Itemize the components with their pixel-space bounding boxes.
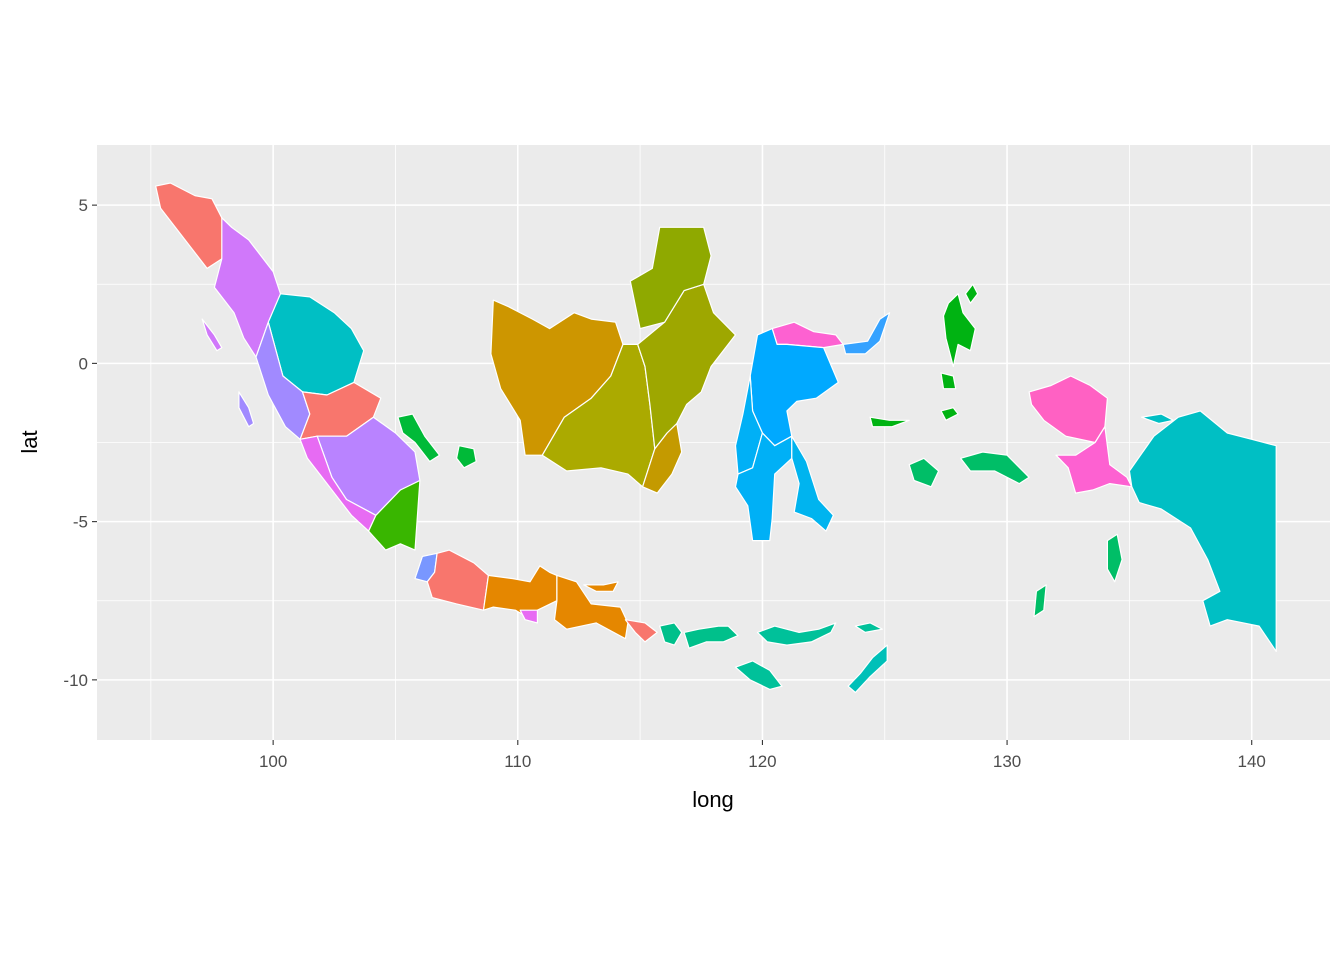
region-north-maluku (942, 293, 976, 368)
y-tick-label-1: 0 (79, 354, 88, 373)
y-tick-label-3: -10 (63, 671, 88, 690)
region-morotai (964, 283, 979, 304)
region-gorontalo (842, 312, 891, 355)
region-bacan (940, 372, 957, 390)
region-flores (756, 622, 837, 646)
region-lampung (368, 479, 421, 551)
region-east-java (553, 574, 629, 640)
region-bali (624, 619, 658, 643)
region-west-java (426, 549, 489, 611)
region-nias (201, 318, 223, 352)
x-axis: 100 110 120 130 140 (259, 740, 1266, 771)
x-tick-label-2: 120 (748, 752, 776, 771)
region-sula (869, 416, 910, 428)
region-mentawai (238, 391, 255, 428)
region-lombok (659, 622, 683, 646)
y-axis: 5 0 -5 -10 (63, 196, 97, 690)
region-southeast-sulawesi (791, 435, 835, 532)
region-yogyakarta (519, 609, 539, 624)
region-alor (854, 622, 883, 634)
region-timor (847, 644, 888, 694)
region-bangka-belitung (397, 413, 441, 463)
region-sumbawa (683, 625, 739, 649)
x-tick-label-0: 100 (259, 752, 287, 771)
province-regions (155, 182, 1277, 694)
region-obi (940, 407, 959, 421)
region-aru (1106, 533, 1123, 583)
region-sumba (734, 660, 783, 691)
region-papua (1128, 410, 1277, 653)
region-belitung (456, 445, 477, 469)
y-tick-label-0: 5 (79, 196, 88, 215)
x-tick-label-3: 130 (993, 752, 1021, 771)
x-axis-title: long (692, 787, 734, 812)
y-axis-title: lat (17, 430, 42, 453)
y-tick-label-2: -5 (73, 513, 88, 532)
region-tanimbar (1033, 584, 1047, 618)
region-bomberai (1055, 426, 1133, 494)
x-tick-label-4: 140 (1238, 752, 1266, 771)
region-north-kalimantan (629, 226, 712, 330)
x-tick-label-1: 110 (504, 752, 531, 771)
region-buru (908, 457, 940, 488)
region-south-sulawesi (734, 432, 793, 542)
region-seram (959, 451, 1030, 485)
region-madura (583, 581, 619, 592)
region-yapen (1140, 413, 1175, 425)
